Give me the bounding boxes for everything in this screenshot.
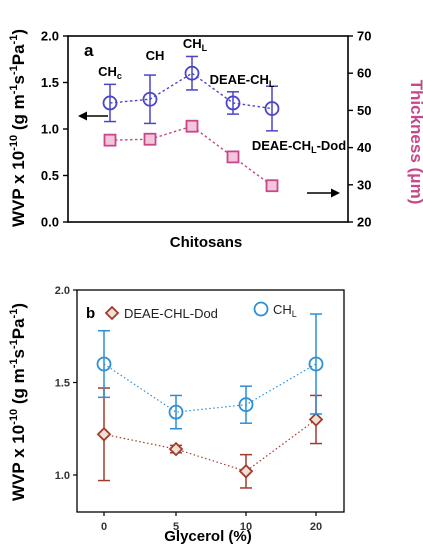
data-point [187,121,198,132]
left-axis-ticks-a: 0.0 0.5 1.0 1.5 2.0 [41,29,68,230]
error-bar [186,56,198,89]
legend-marker-circle [255,303,268,316]
x-axis-label-b: Glycerol (%) [164,528,252,545]
y2-tick-label: 20 [357,215,371,230]
y-axis-label-b: WVP x 10-10 (g m-1s-1Pa-1) [8,303,28,501]
y-tick-label: 1.5 [55,378,70,390]
right-axis-arrow [307,189,340,198]
series-a-1 [104,56,279,130]
series-line [104,420,316,472]
right-axis-ticks-a: 20 30 40 50 60 70 [348,29,371,230]
y2-tick-label: 70 [357,29,371,44]
plot-frame-b [77,290,344,512]
left-axis-arrow [78,112,108,121]
series-b-1 [98,388,322,488]
y-tick-label: 2.0 [41,29,59,44]
y2-tick-label: 40 [357,140,371,155]
category-label: CH [146,48,165,63]
series-b [98,314,323,488]
legend-label: DEAE-CHL-Dod [124,306,218,321]
data-point [105,135,116,146]
legend-b: DEAE-CHL-Dod CHL [106,302,297,321]
legend-marker-diamond [106,307,118,319]
x-tick-label: 0 [101,521,107,533]
y-tick-label: 1.5 [41,75,59,90]
data-point [267,180,278,191]
category-label: DEAE-CHL-Dod [252,138,346,155]
series-b-2 [98,314,323,429]
y-tick-label: 0.5 [41,168,59,183]
y-tick-label: 1.0 [55,470,70,482]
x-tick-label: 20 [310,521,322,533]
y2-tick-label: 30 [357,177,371,192]
error-bar [310,314,322,414]
panel-label-a: a [84,41,94,60]
series-a-2 [104,121,278,192]
data-point [228,151,239,162]
y2-axis-label-a: Thickness (μm) [407,80,423,205]
data-point [145,134,156,145]
panel-b: b 1.01.52.0 0 5 10 20 DEAE-CHL-Dod CHL Glyce… [8,285,344,545]
category-label: CHL [183,36,208,53]
series-line [104,364,316,412]
series-line [110,126,272,186]
data-point [310,414,322,426]
y-tick-label: 0.0 [41,215,59,230]
data-point [98,428,110,440]
error-bar [227,92,239,114]
error-bar [170,395,182,428]
panel-a: a 0.0 0.5 1.0 1.5 2.0 20 30 40 50 60 70 CHc CH CHL D… [8,29,423,252]
y-tick-label: 2.0 [55,285,70,297]
category-label: DEAE-CHL [210,72,275,89]
panel-label-b: b [86,305,95,322]
y-axis-ticks-b: 1.0 1.5 2.0 [55,285,77,482]
x-axis-label-a: Chitosans [170,234,243,251]
y-axis-label-a: WVP x 10-10 (g m-1s-1Pa-1) [8,29,28,227]
legend-label: CHL [273,302,297,319]
y-tick-label: 1.0 [41,122,59,137]
y2-tick-label: 60 [357,66,371,81]
category-label: CHc [98,64,122,81]
y2-tick-label: 50 [357,103,371,118]
data-point [240,465,252,477]
